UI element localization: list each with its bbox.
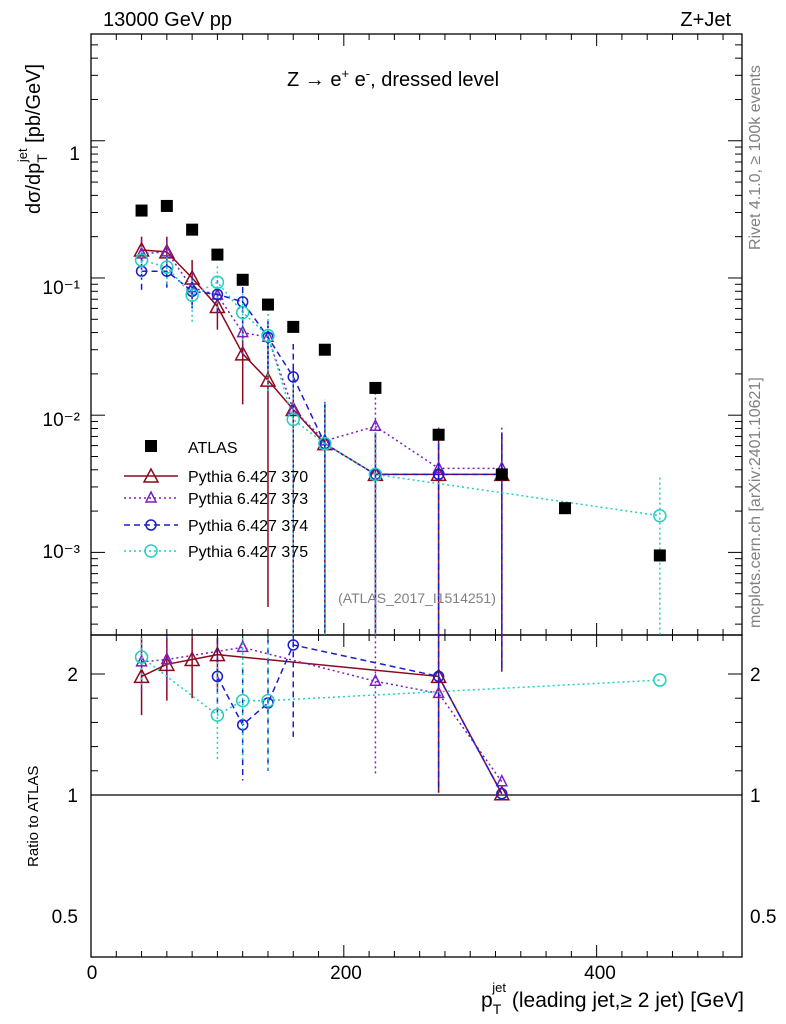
point-373 (236, 324, 249, 338)
axis-ticks (90, 33, 742, 957)
point-375 (210, 275, 225, 290)
atlas-data-point (318, 343, 331, 356)
mcplots-label: mcplots.cern.ch [arXiv:2401.10621] (747, 377, 764, 628)
atlas-data-point (559, 502, 572, 515)
ratio-point-375 (653, 673, 667, 687)
point-373 (369, 418, 382, 432)
ratio-tick-label-1-left: 1 (67, 786, 78, 807)
point-373 (432, 460, 445, 474)
atlas-data-point (261, 298, 274, 311)
ratio-point-375 (134, 650, 149, 664)
y-tick-label-1: 1 (69, 144, 80, 165)
legend-label-373: Pythia 6.427 373 (188, 491, 308, 508)
point-375 (318, 436, 332, 451)
atlas-data-point (186, 223, 199, 236)
point-375 (286, 412, 301, 427)
atlas-data-point (211, 248, 224, 261)
rivet-version-label: Rivet 4.1.0, ≥ 100k events (747, 65, 764, 250)
ratio-tick-label-0-5-left: 0.5 (52, 907, 78, 928)
legend-marker-373 (144, 490, 158, 503)
point-374 (432, 468, 445, 481)
point-375 (653, 508, 667, 523)
legend-label-atlas: ATLAS (188, 440, 238, 457)
ratio-point-370 (493, 785, 511, 801)
point-375 (160, 260, 174, 274)
atlas-data-point (236, 273, 249, 286)
point-373 (160, 244, 174, 257)
ratio-tick-label-2-left: 2 (67, 665, 78, 686)
y-tick-label-1e-2: 10⁻² (43, 410, 81, 431)
ratio-point-375 (261, 693, 275, 708)
point-370 (259, 371, 277, 387)
atlas-data-point (287, 320, 300, 333)
ratio-point-374 (432, 670, 445, 683)
ratio-tick-label-0-5-right: 0.5 (750, 907, 776, 928)
main-plot-area (133, 199, 667, 635)
ratio-point-370 (183, 650, 201, 667)
ratio-plot-frame (90, 634, 743, 958)
ratio-point-374 (287, 639, 300, 651)
legend-marker-370 (142, 467, 160, 483)
series-line-375 (141, 259, 660, 517)
x-axis-label: pTjet (leading jet,≥ 2 jet) [GeV] (481, 980, 744, 1017)
legend-marker-374 (145, 519, 157, 531)
ratio-y-axis-label: Ratio to ATLAS (25, 766, 42, 867)
analysis-id: (ATLAS_2017_I1514251) (338, 590, 496, 606)
beam-label: 13000 GeV pp (103, 9, 232, 31)
process-label: Z+Jet (680, 9, 731, 31)
point-374 (211, 288, 224, 301)
ratio-point-375 (235, 693, 250, 708)
ratio-point-373 (369, 673, 382, 687)
point-375 (185, 288, 199, 302)
ratio-point-373 (495, 774, 509, 787)
ratio-point-374 (496, 788, 508, 800)
atlas-data-point (432, 428, 445, 441)
plot-title: Z → e+ e-, dressed level (287, 66, 499, 91)
atlas-data-point (135, 204, 148, 217)
atlas-data-point (495, 468, 508, 481)
atlas-data-point (160, 199, 173, 212)
ratio-plot-area (91, 635, 742, 801)
ratio-point-370 (133, 667, 150, 684)
point-375 (134, 253, 149, 267)
x-tick-label-200: 200 (330, 963, 362, 984)
ratio-line-373 (141, 646, 503, 783)
atlas-data-point (369, 381, 382, 394)
y-tick-label-1e-1: 10⁻¹ (43, 278, 81, 299)
ratio-tick-label-1-right: 1 (750, 786, 761, 807)
ratio-line-374 (216, 644, 503, 795)
ratio-point-373 (160, 651, 174, 665)
x-tick-label-0: 0 (87, 963, 98, 984)
legend-label-370: Pythia 6.427 370 (188, 469, 308, 486)
legend-marker-375 (144, 544, 158, 558)
legend-label-374: Pythia 6.427 374 (188, 518, 308, 535)
ratio-line-370 (141, 653, 503, 795)
legend-atlas-marker (145, 440, 157, 452)
point-375 (261, 328, 275, 343)
ratio-point-375 (210, 708, 225, 722)
y-tick-label-1e-3: 10⁻³ (43, 542, 81, 563)
legend-label-375: Pythia 6.427 375 (188, 544, 308, 561)
main-y-axis-label: dσ/dpTjet [pb/GeV] (15, 64, 50, 214)
x-tick-label-400: 400 (584, 963, 616, 984)
ratio-line-375 (141, 656, 660, 717)
ratio-tick-label-2-right: 2 (750, 665, 761, 686)
legend: ATLAS Pythia 6.427 370 Pythia 6.427 373 … (124, 440, 308, 561)
point-375 (368, 467, 383, 482)
ratio-point-373 (236, 639, 249, 653)
point-374 (287, 371, 300, 383)
ratio-point-373 (135, 654, 148, 667)
ratio-point-374 (236, 719, 249, 731)
atlas-data-point (653, 549, 666, 562)
ratio-point-374 (211, 670, 224, 683)
point-375 (235, 305, 250, 320)
point-370 (234, 345, 251, 361)
